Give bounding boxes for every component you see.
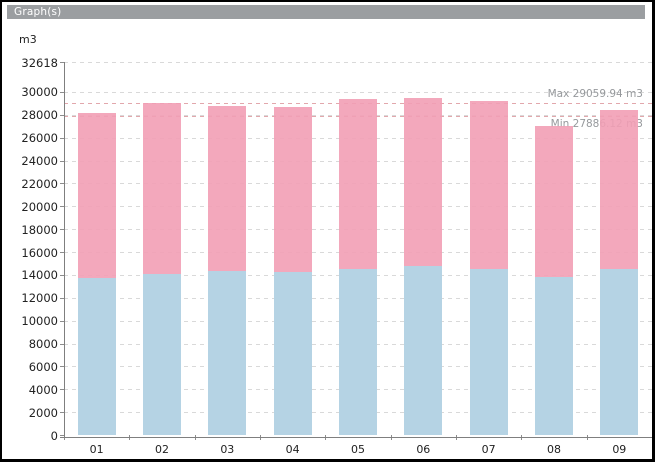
- bar-segment-pink: [143, 102, 181, 274]
- y-tick-mark: [60, 183, 64, 185]
- y-tick-mark: [60, 252, 64, 254]
- bar-segment-blue: [535, 276, 573, 435]
- y-tick-mark: [60, 366, 64, 368]
- y-tick-mark: [60, 297, 64, 299]
- bar-segment-blue: [143, 273, 181, 435]
- x-tick-mark: [652, 435, 653, 440]
- x-tick-label: 09: [612, 443, 627, 456]
- bar-segment-blue: [77, 278, 116, 435]
- y-tick-label: 30000: [21, 85, 58, 100]
- x-tick-label: 04: [285, 443, 300, 456]
- x-tick-label: 01: [89, 443, 104, 456]
- bar-segment-blue: [339, 269, 377, 435]
- y-tick-mark: [60, 229, 64, 231]
- y-tick-label: 24000: [21, 154, 58, 169]
- bar-segment-pink: [600, 110, 639, 270]
- bar-segment-blue: [404, 266, 443, 435]
- y-tick-label: 14000: [21, 268, 58, 283]
- y-tick-label: 0: [50, 428, 58, 443]
- x-tick-label: 06: [416, 443, 431, 456]
- max-label: Max 29059.94 m3: [547, 87, 643, 100]
- y-tick-label: 26000: [21, 131, 58, 146]
- y-tick-mark: [60, 91, 64, 93]
- grid-line: [64, 62, 652, 63]
- y-tick-mark: [60, 320, 64, 322]
- panel-header: Graph(s): [7, 5, 645, 19]
- y-tick-mark: [60, 435, 64, 436]
- y-tick-label: 4000: [28, 382, 58, 397]
- y-tick-label: 8000: [28, 337, 58, 352]
- y-tick-label: 16000: [21, 245, 58, 260]
- x-axis-line: [60, 437, 652, 438]
- y-tick-label: 20000: [21, 199, 58, 214]
- y-tick-mark: [60, 137, 64, 139]
- panel-title: Graph(s): [14, 6, 62, 18]
- bar-segment-blue: [208, 270, 247, 435]
- y-tick-label: 18000: [21, 222, 58, 237]
- x-tick-label: 02: [154, 443, 169, 456]
- bar-segment-blue: [273, 271, 312, 435]
- y-axis-unit-label: m3: [19, 33, 37, 46]
- x-tick-label: 03: [220, 443, 235, 456]
- y-tick-mark: [60, 343, 64, 345]
- x-tick-label: 07: [481, 443, 496, 456]
- bar-segment-pink: [469, 100, 508, 269]
- bar-segment-pink: [535, 125, 573, 277]
- y-tick-mark: [60, 62, 64, 63]
- y-tick-mark: [60, 160, 64, 162]
- y-tick-label: 22000: [21, 176, 58, 191]
- y-tick-mark: [60, 274, 64, 276]
- y-tick-label: 10000: [21, 314, 58, 329]
- y-tick-label: 2000: [28, 405, 58, 420]
- bar-segment-pink: [273, 106, 312, 272]
- bar-segment-blue: [469, 268, 508, 435]
- y-tick-label: 28000: [21, 108, 58, 123]
- y-tick-label: 12000: [21, 291, 58, 306]
- bar-segment-pink: [208, 106, 247, 271]
- y-tick-label: 32618: [21, 55, 58, 70]
- y-axis-line: [64, 62, 65, 437]
- y-tick-mark: [60, 412, 64, 414]
- x-tick-label: 05: [350, 443, 365, 456]
- bar-segment-pink: [339, 98, 377, 270]
- y-tick-mark: [60, 389, 64, 391]
- grid-line: [64, 91, 652, 93]
- y-tick-mark: [60, 206, 64, 208]
- x-tick-label: 08: [546, 443, 561, 456]
- bar-segment-pink: [404, 98, 443, 267]
- y-tick-mark: [60, 114, 64, 116]
- bar-segment-pink: [77, 113, 116, 279]
- y-tick-label: 6000: [28, 359, 58, 374]
- bar-segment-blue: [600, 269, 639, 435]
